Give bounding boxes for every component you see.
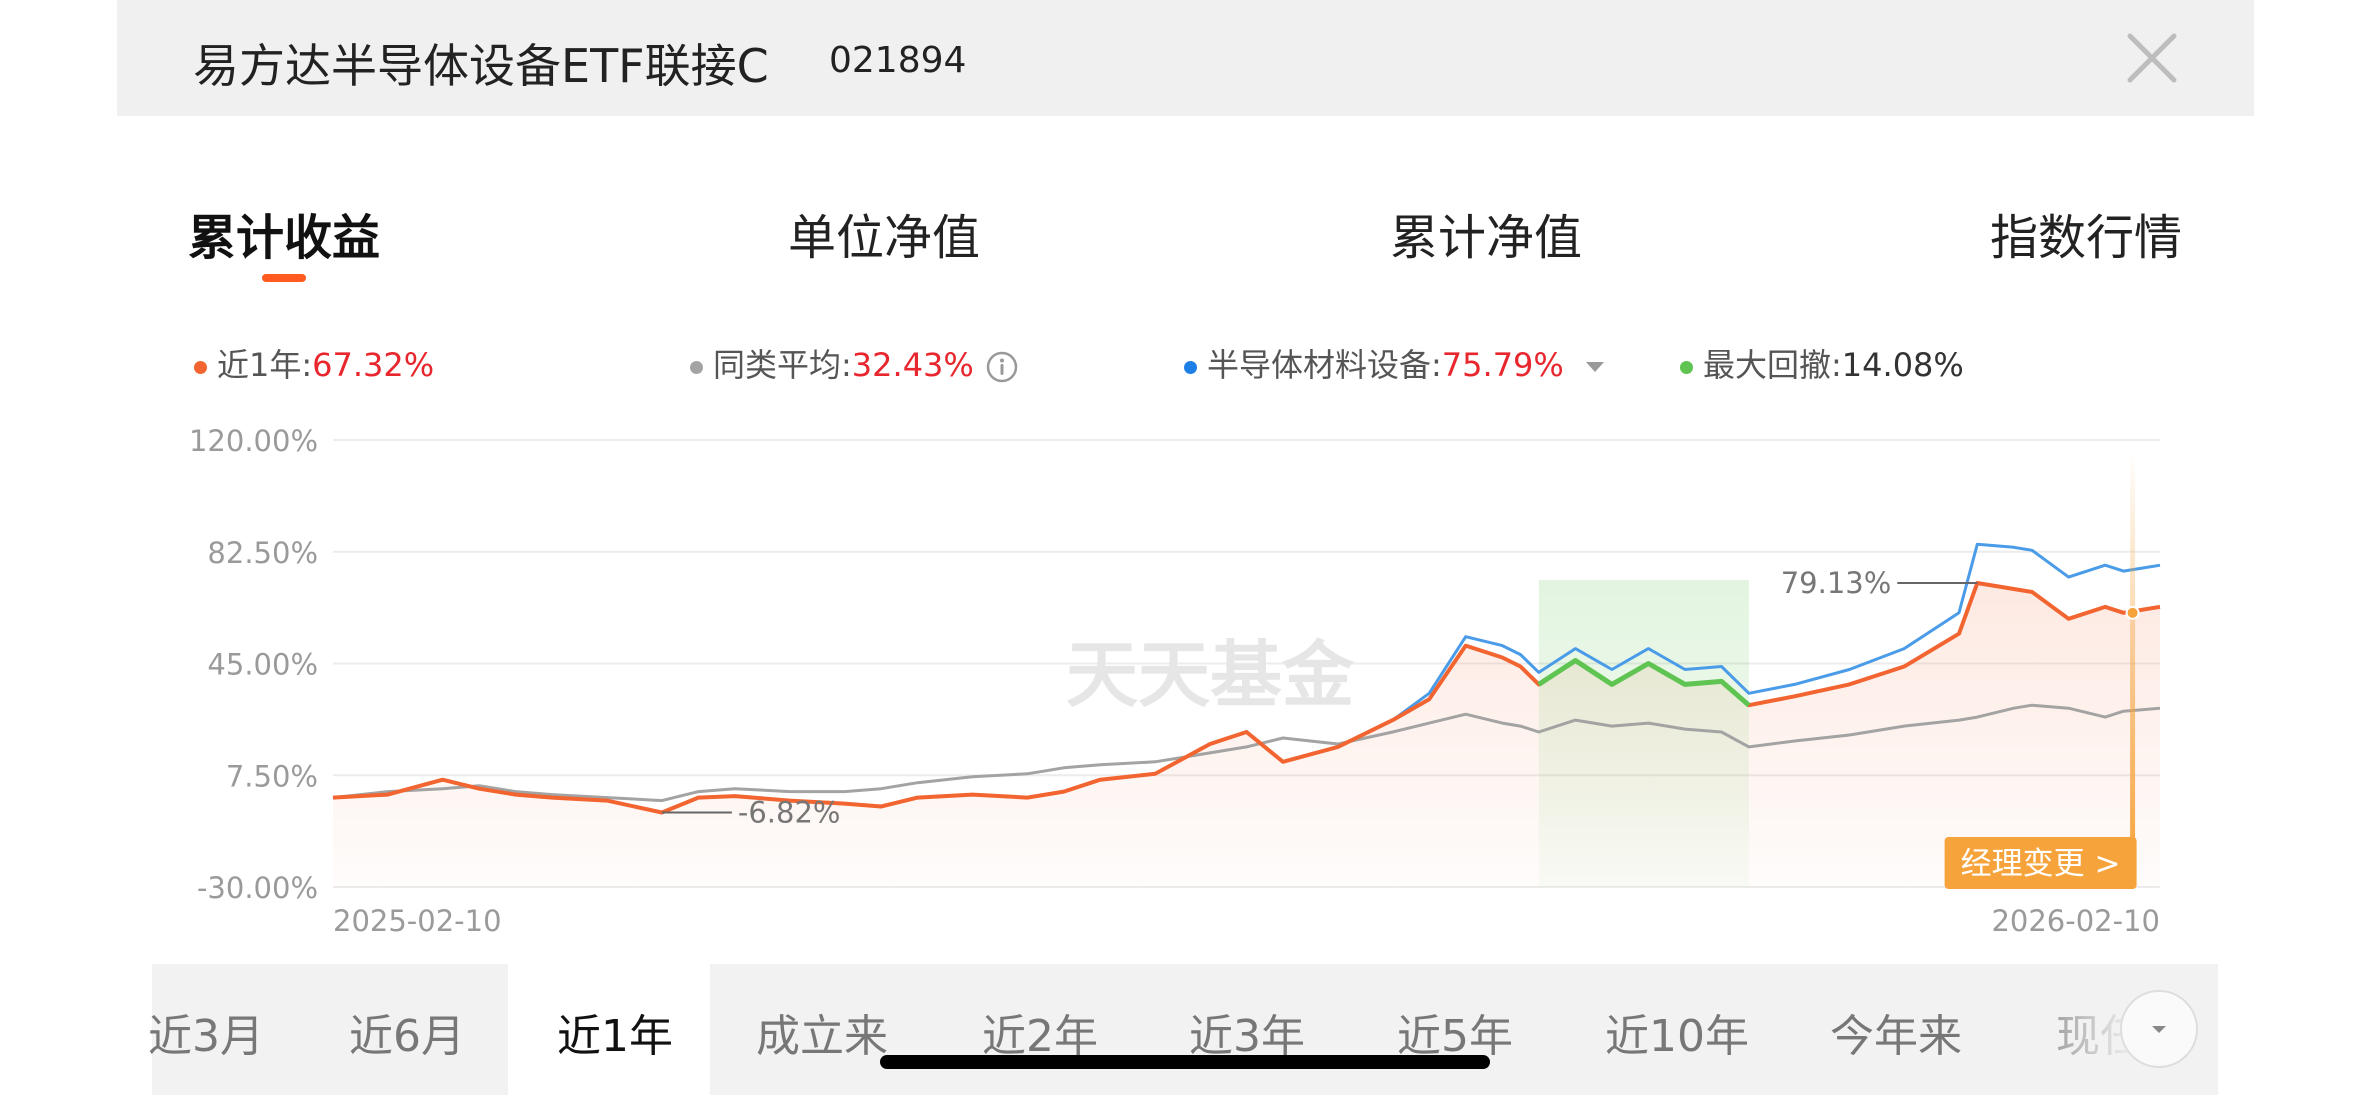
- legend-index-label: 半导体材料设备:: [1207, 346, 1442, 384]
- y-tick-label: 45.00%: [207, 648, 318, 682]
- drawdown-dot-icon: [1680, 360, 1693, 374]
- expand-ranges-button[interactable]: [2120, 990, 2198, 1068]
- legend-fund-value: 67.32%: [312, 346, 435, 384]
- drawdown-segment: [1537, 658, 1751, 708]
- manager-change-line: [2130, 450, 2136, 867]
- chart-fills: [333, 580, 2160, 887]
- range-since-inception[interactable]: 成立来: [756, 1011, 888, 1062]
- peer-dot-icon: [690, 360, 703, 374]
- manager-change-dot: [2125, 605, 2140, 620]
- close-icon[interactable]: [2122, 28, 2182, 88]
- y-tick-label: 82.50%: [207, 536, 318, 570]
- range-6m[interactable]: 近6月: [349, 1011, 465, 1062]
- manager-change-badge[interactable]: [1944, 837, 2137, 889]
- legend-drawdown: 最大回撤:14.08%: [1680, 340, 1964, 386]
- chevron-down-icon: [2152, 1026, 2166, 1033]
- range-10y[interactable]: 近10年: [1605, 1011, 1749, 1062]
- range-2y[interactable]: 近2年: [982, 1011, 1098, 1062]
- range-5y[interactable]: 近5年: [1397, 1011, 1513, 1062]
- tab-cumulative-nav[interactable]: 累计净值: [1390, 210, 1583, 266]
- manager-change-label[interactable]: 经理变更 >: [1961, 846, 2121, 882]
- legend-index-value: 75.79%: [1441, 346, 1564, 384]
- cumulative-return-chart[interactable]: 120.00% 82.50% 45.00% 7.50% -30.00% 2025-02-1…: [0, 400, 2370, 940]
- range-3y[interactable]: 近3年: [1189, 1011, 1305, 1062]
- fund-header: 易方达半导体设备ETF联接C 021894: [117, 0, 2254, 116]
- home-indicator: [880, 1055, 1490, 1069]
- legend-peer-value: 32.43%: [851, 346, 974, 384]
- watermark: 天天基金: [1066, 633, 1355, 717]
- min-label: -6.82%: [738, 796, 841, 830]
- x-start-label: 2025-02-10: [333, 904, 502, 938]
- index-dot-icon: [1184, 360, 1197, 374]
- legend-peer: 同类平均:32.43%: [690, 340, 1018, 386]
- fund-line: [332, 581, 2161, 815]
- legend-drawdown-label: 最大回撤:: [1703, 346, 1842, 384]
- drawdown-region: [1538, 580, 1749, 887]
- active-tab-indicator: [262, 274, 306, 282]
- fund-code: 021894: [829, 40, 967, 81]
- max-label: 79.13%: [1781, 566, 1892, 600]
- fund-title: 易方达半导体设备ETF联接C: [193, 39, 769, 93]
- x-end-label: 2026-02-10: [1991, 904, 2160, 938]
- range-1y[interactable]: 近1年: [557, 1011, 673, 1062]
- legend-index[interactable]: 半导体材料设备:75.79%: [1184, 340, 1604, 386]
- fund-area: [333, 583, 2160, 887]
- legend-drawdown-value: 14.08%: [1841, 346, 1964, 384]
- legend-peer-label: 同类平均:: [713, 346, 852, 384]
- fund-dot-icon: [194, 360, 207, 374]
- info-icon[interactable]: [986, 351, 1018, 383]
- tab-unit-nav[interactable]: 单位净值: [788, 210, 981, 266]
- y-tick-label: 120.00%: [189, 424, 318, 458]
- legend-fund-label: 近1年:: [217, 346, 313, 384]
- range-ytd[interactable]: 今年来: [1830, 1011, 1962, 1062]
- range-3m[interactable]: 近3月: [148, 1011, 264, 1062]
- y-tick-label: -30.00%: [197, 871, 318, 905]
- chart-annotations: -6.82% 79.13% 经理变更 >: [661, 450, 2140, 889]
- watermark-text: 天天基金: [1066, 633, 1355, 717]
- peer-average-line: [332, 703, 2161, 803]
- range-selector: [152, 964, 2218, 1095]
- tab-cumulative-return[interactable]: 累计收益: [188, 210, 381, 266]
- y-tick-label: 7.50%: [226, 759, 318, 793]
- chart-lines: [332, 542, 2161, 815]
- range-active-background: [508, 964, 710, 1095]
- tab-index-quote[interactable]: 指数行情: [1990, 210, 2183, 266]
- legend-fund: 近1年:67.32%: [194, 340, 434, 386]
- chevron-down-icon[interactable]: [1585, 362, 1604, 372]
- chart-grid: 120.00% 82.50% 45.00% 7.50% -30.00% 2025-02-1…: [189, 424, 2160, 938]
